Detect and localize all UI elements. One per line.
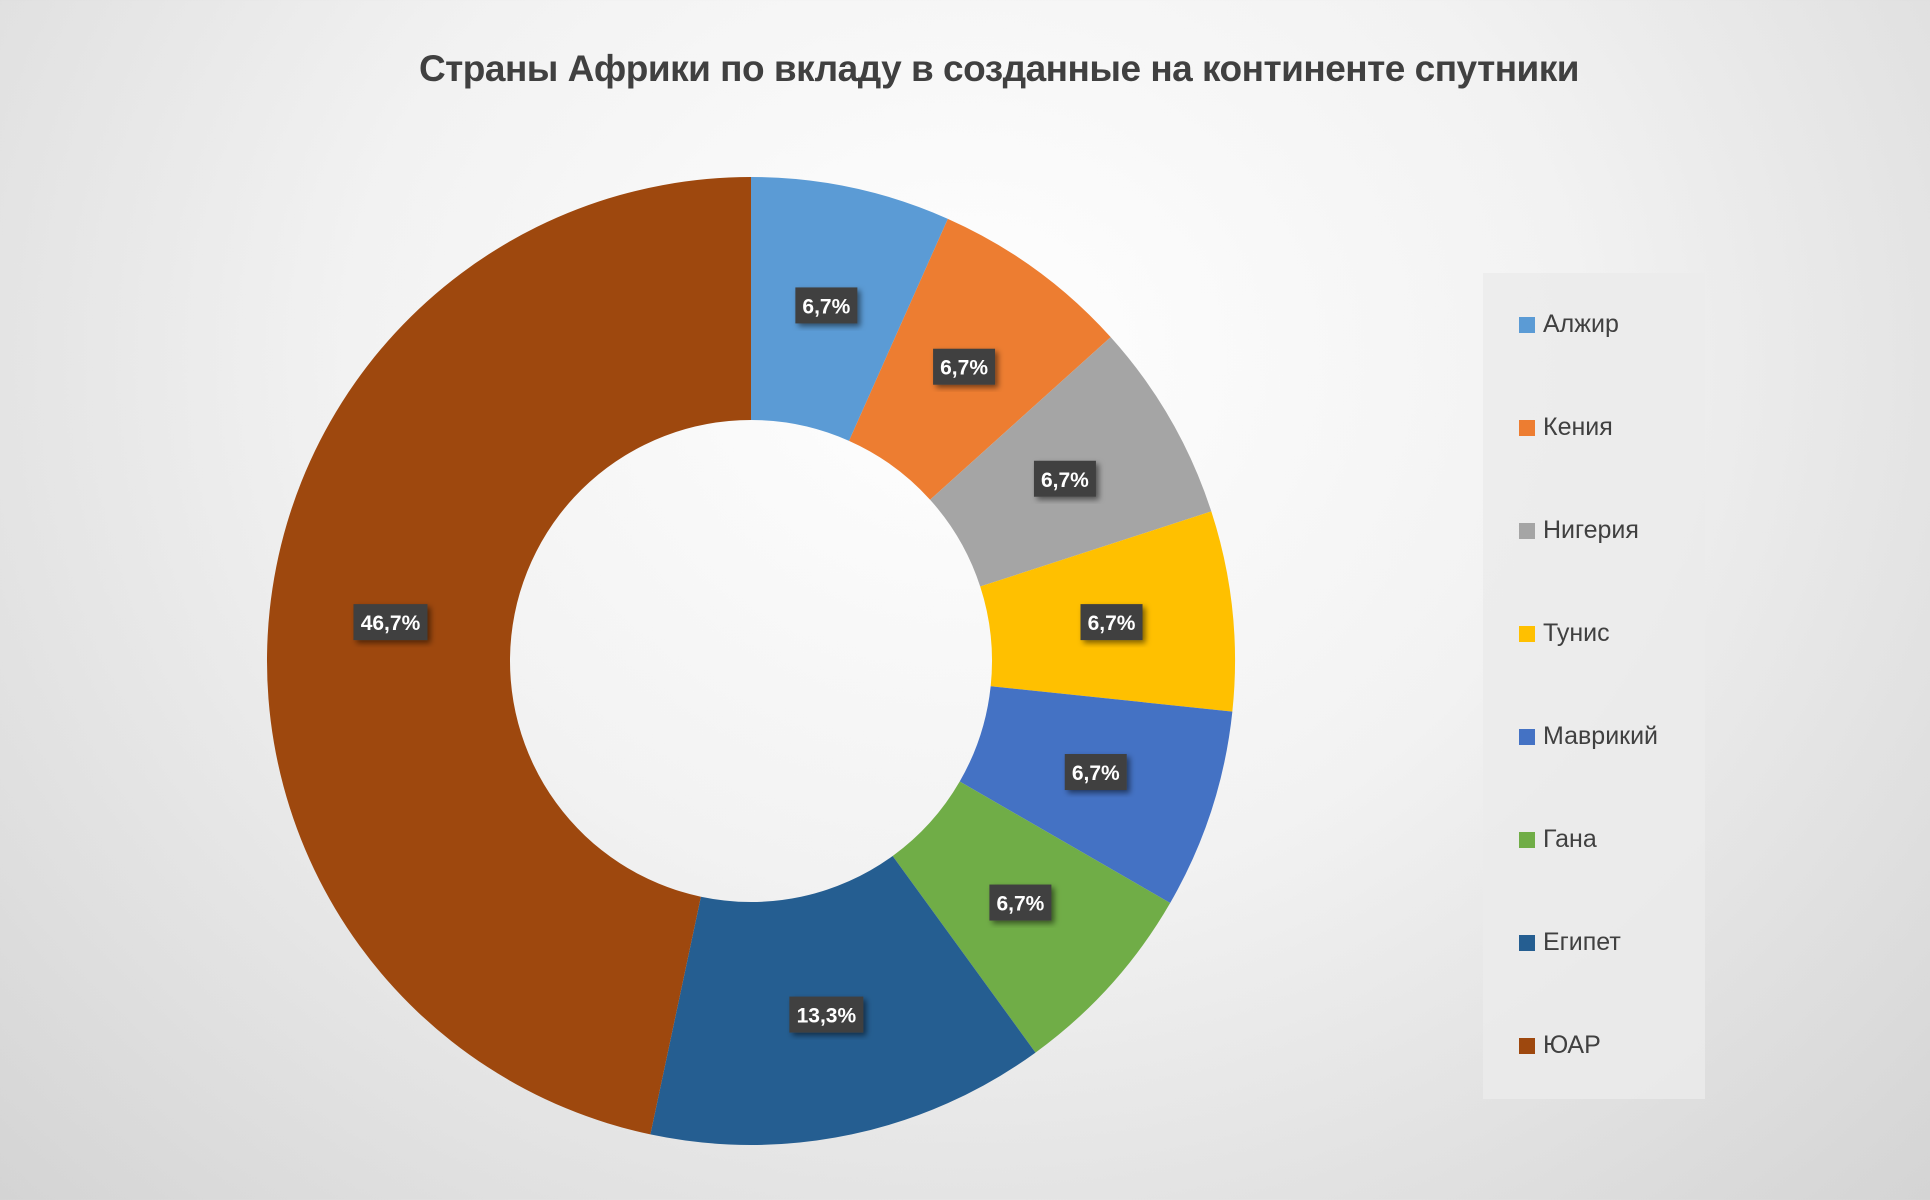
data-label-box xyxy=(1033,460,1096,497)
legend-swatch xyxy=(1519,316,1535,333)
legend-label: Алжир xyxy=(1543,310,1619,338)
data-label: 46,7% xyxy=(353,604,428,641)
legend-item: Египет xyxy=(1519,928,1621,957)
legend-label: Кения xyxy=(1543,413,1613,441)
legend-label: ЮАР xyxy=(1543,1031,1601,1059)
legend-swatch xyxy=(1519,419,1535,436)
legend-label: Нигерия xyxy=(1543,516,1639,544)
legend-label: Египет xyxy=(1543,928,1621,956)
data-label-text: 46,7% xyxy=(361,612,421,635)
data-label-box xyxy=(789,996,864,1033)
legend-swatch xyxy=(1519,1037,1535,1054)
data-label-text: 6,7% xyxy=(1041,469,1089,492)
legend-item: Тунис xyxy=(1519,619,1610,648)
data-label: 6,7% xyxy=(989,884,1052,921)
chart-title: Страны Африки по вкладу в созданные на к… xyxy=(418,48,1580,89)
data-label: 6,7% xyxy=(795,287,858,324)
legend-label: Гана xyxy=(1543,825,1597,853)
donut-slice-5 xyxy=(959,686,1233,903)
data-label-box xyxy=(353,604,428,641)
data-label-box xyxy=(795,287,858,324)
legend-label: Маврикий xyxy=(1543,722,1659,750)
data-label-box xyxy=(1064,754,1127,791)
data-label: 6,7% xyxy=(933,348,996,385)
data-label-box xyxy=(933,348,996,385)
data-label-text: 6,7% xyxy=(1088,612,1136,635)
data-label-box xyxy=(989,884,1052,921)
legend-swatch xyxy=(1519,831,1535,848)
data-label-text: 6,7% xyxy=(802,295,850,318)
data-label-box xyxy=(1080,604,1143,641)
legend-item: Нигерия xyxy=(1519,516,1639,545)
data-label-text: 6,7% xyxy=(1072,762,1120,785)
data-label-text: 13,3% xyxy=(797,1005,857,1028)
legend-label: Тунис xyxy=(1543,619,1610,647)
legend-swatch xyxy=(1519,728,1535,745)
legend-item: Алжир xyxy=(1519,310,1619,339)
data-label: 13,3% xyxy=(789,996,864,1033)
legend: Алжир Кения Нигерия Тунис Маврикий Гана Египет… xyxy=(1483,273,1705,1099)
data-label: 6,7% xyxy=(1080,604,1143,641)
donut-slice-8 xyxy=(266,177,751,1135)
data-label-text: 6,7% xyxy=(996,893,1044,916)
legend-swatch xyxy=(1519,934,1535,951)
legend-item: Маврикий xyxy=(1519,722,1658,751)
data-label: 6,7% xyxy=(1064,754,1127,791)
legend-item: ЮАР xyxy=(1519,1031,1601,1060)
legend-item: Кения xyxy=(1519,413,1613,442)
data-label-text: 6,7% xyxy=(940,357,988,380)
legend-swatch xyxy=(1519,625,1535,642)
legend-swatch xyxy=(1519,522,1535,539)
legend-item: Гана xyxy=(1519,825,1597,854)
data-label: 6,7% xyxy=(1033,460,1096,497)
